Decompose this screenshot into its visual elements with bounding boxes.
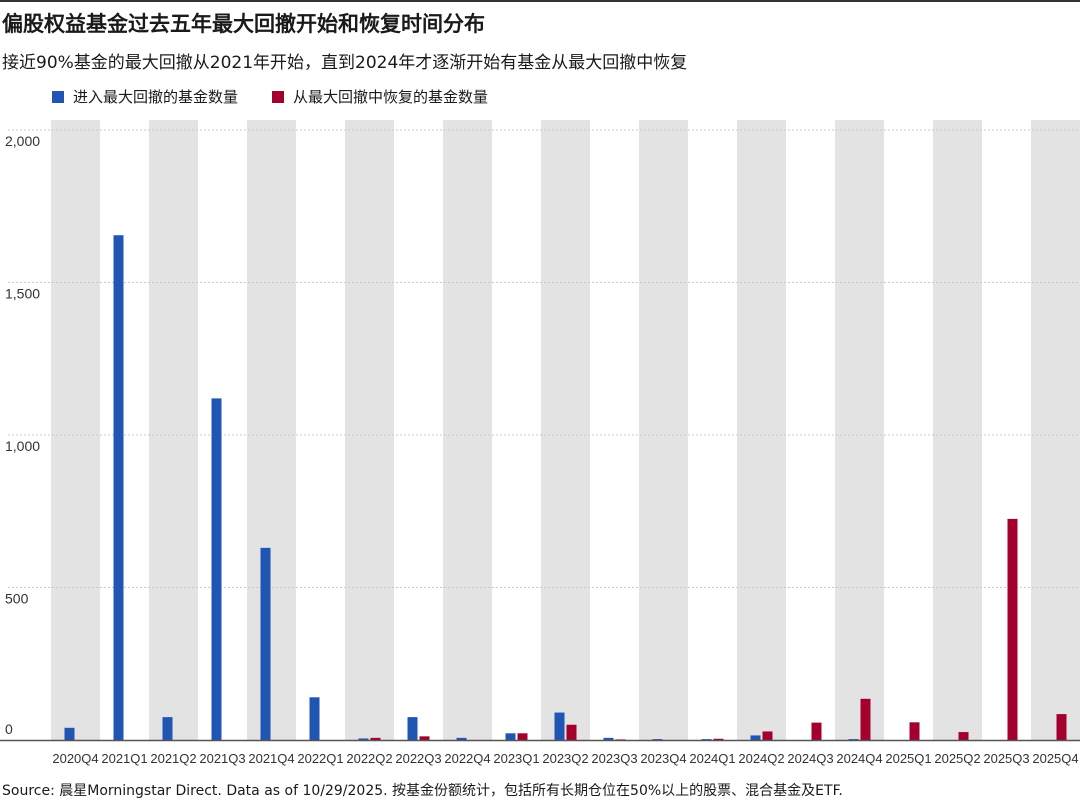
bar-2-2024Q4 — [860, 698, 871, 740]
x-tick-label-2021Q1: 2021Q1 — [101, 751, 147, 766]
y-tick-label-2000: 2,000 — [5, 133, 40, 149]
bar-1-2024Q4 — [848, 739, 859, 740]
band-2024Q4 — [835, 120, 884, 740]
x-tick-label-2025Q3: 2025Q3 — [983, 751, 1029, 766]
x-tick-label-2023Q1: 2023Q1 — [493, 751, 539, 766]
top-rule — [0, 0, 1080, 2]
bar-1-2023Q1 — [505, 733, 516, 740]
x-tick-label-2024Q1: 2024Q1 — [689, 751, 735, 766]
bar-1-2021Q2 — [162, 717, 173, 740]
band-2024Q2 — [737, 120, 786, 740]
legend-swatch-red — [272, 90, 284, 103]
bar-1-2021Q3 — [211, 398, 222, 740]
bar-2-2024Q2 — [762, 731, 773, 740]
legend-label-series-1: 进入最大回撤的基金数量 — [73, 88, 239, 106]
x-tick-label-2023Q3: 2023Q3 — [591, 751, 637, 766]
bar-2-2024Q1 — [713, 738, 724, 740]
x-tick-label-2021Q4: 2021Q4 — [248, 751, 294, 766]
x-tick-label-2024Q3: 2024Q3 — [787, 751, 833, 766]
bar-1-2023Q4 — [652, 739, 663, 740]
bar-1-2022Q1 — [309, 697, 320, 740]
x-tick-label-2023Q2: 2023Q2 — [542, 751, 588, 766]
x-tick-label-2024Q2: 2024Q2 — [738, 751, 784, 766]
bar-1-2023Q3 — [603, 737, 614, 740]
x-tick-label-2022Q4: 2022Q4 — [444, 751, 490, 766]
legend-swatch-blue — [52, 90, 64, 103]
source-note: Source: 晨星Morningstar Direct. Data as of… — [2, 783, 843, 799]
x-tick-label-2022Q3: 2022Q3 — [395, 751, 441, 766]
y-tick-label-1000: 1,000 — [5, 438, 40, 454]
bar-2-2023Q1 — [517, 733, 528, 740]
legend-label-series-2: 从最大回撤中恢复的基金数量 — [293, 88, 489, 106]
x-tick-label-2021Q2: 2021Q2 — [150, 751, 196, 766]
bar-1-2024Q2 — [750, 735, 761, 740]
chart-subtitle: 接近90%基金的最大回撤从2021年开始，直到2024年才逐渐开始有基金从最大回… — [2, 53, 688, 73]
band-2022Q4 — [443, 120, 492, 740]
bar-2-2025Q3 — [1007, 518, 1018, 740]
y-tick-label-1500: 1,500 — [5, 286, 40, 302]
x-tick-label-2023Q4: 2023Q4 — [640, 751, 686, 766]
bar-2-2025Q2 — [958, 732, 969, 740]
y-tick-label-0: 0 — [5, 721, 13, 737]
bar-1-2023Q2 — [554, 712, 565, 740]
x-tick-label-2022Q2: 2022Q2 — [346, 751, 392, 766]
bar-2-2023Q2 — [566, 724, 577, 740]
band-2021Q2 — [149, 120, 198, 740]
bar-2-2023Q3 — [615, 739, 626, 740]
band-2023Q4 — [639, 120, 688, 740]
bar-1-2022Q3 — [407, 717, 418, 740]
band-2025Q2 — [933, 120, 982, 740]
x-tick-label-2024Q4: 2024Q4 — [836, 751, 882, 766]
bar-1-2022Q4 — [456, 737, 467, 740]
chart-title: 偏股权益基金过去五年最大回撤开始和恢复时间分布 — [2, 12, 485, 36]
band-2025Q4 — [1031, 120, 1080, 740]
x-tick-label-2025Q2: 2025Q2 — [934, 751, 980, 766]
band-2020Q4 — [51, 120, 100, 740]
bar-1-2020Q4 — [64, 727, 75, 740]
x-tick-label-2022Q1: 2022Q1 — [297, 751, 343, 766]
bar-2-2022Q3 — [419, 736, 430, 740]
bar-1-2021Q4 — [260, 547, 271, 740]
x-tick-label-2020Q4: 2020Q4 — [52, 751, 98, 766]
bar-1-2021Q1 — [113, 235, 124, 740]
bar-2-2025Q1 — [909, 722, 920, 740]
bar-2-2022Q2 — [370, 737, 381, 740]
x-tick-label-2021Q3: 2021Q3 — [199, 751, 245, 766]
x-tick-label-2025Q4: 2025Q4 — [1032, 751, 1078, 766]
band-2022Q2 — [345, 120, 394, 740]
bar-2-2025Q4 — [1056, 714, 1067, 740]
band-2021Q4 — [247, 120, 296, 740]
bar-1-2024Q1 — [701, 739, 712, 740]
bar-2-2024Q3 — [811, 722, 822, 740]
legend-item-series-2: 从最大回撤中恢复的基金数量 — [272, 86, 488, 107]
band-2023Q2 — [541, 120, 590, 740]
x-tick-label-2025Q1: 2025Q1 — [885, 751, 931, 766]
legend-item-series-1: 进入最大回撤的基金数量 — [52, 86, 238, 107]
y-tick-label-500: 500 — [5, 591, 29, 607]
bar-1-2022Q2 — [358, 738, 369, 740]
